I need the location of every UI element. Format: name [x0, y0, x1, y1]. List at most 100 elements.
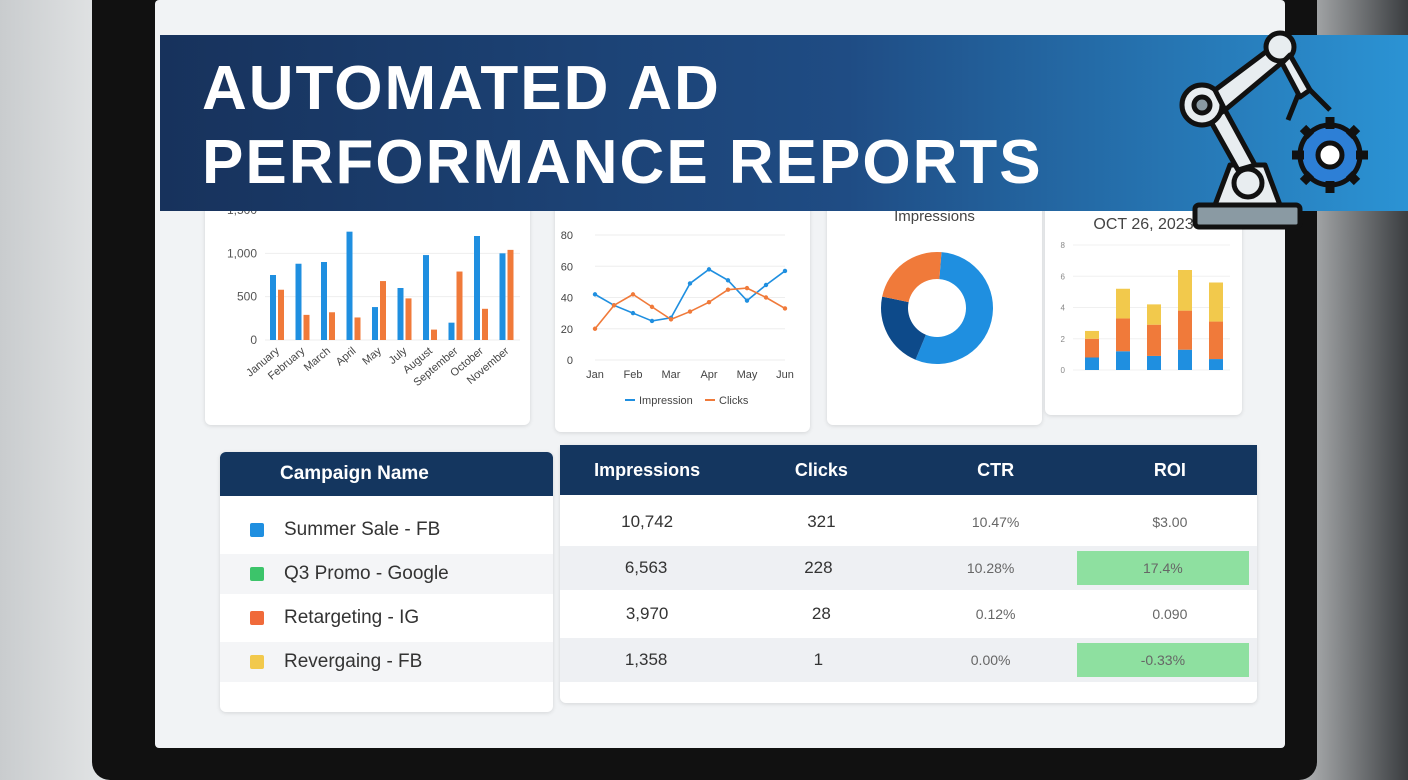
metrics-table-panel: Impressions Clicks CTR ROI 10,742 321 10.4…: [560, 445, 1257, 703]
stacked-bar-chart: 0 2 4 6 8: [1061, 241, 1230, 375]
table-row[interactable]: 1,358 1 0.00% -0.33%: [560, 638, 1257, 682]
bar: [405, 298, 412, 340]
data-point: [592, 292, 598, 297]
x-tick-label: Jan: [586, 369, 604, 381]
legend-label: Impression: [639, 395, 693, 407]
bar: [474, 236, 480, 340]
bar: [499, 253, 506, 340]
cell-roi: 17.4%: [1076, 551, 1249, 585]
header-impressions[interactable]: Impressions: [594, 459, 701, 480]
campaign-row[interactable]: Q3 Promo - Google: [220, 554, 553, 594]
campaign-row[interactable]: Retargeting - IG: [220, 598, 553, 638]
stacked-bar-segment: [1085, 357, 1099, 370]
y-tick-label: 20: [561, 324, 573, 336]
stacked-bar-segment: [1147, 324, 1161, 356]
y-tick-label: 8: [1061, 241, 1066, 250]
donut-chart-panel: Impressions: [827, 190, 1042, 425]
stacked-bar-segment: [1209, 282, 1223, 322]
y-tick-label: 2: [1061, 335, 1066, 344]
y-tick-label: 500: [237, 290, 257, 304]
data-point: [630, 310, 636, 316]
data-point: [782, 306, 788, 311]
header-clicks[interactable]: Clicks: [794, 459, 848, 480]
report-date: OCT 26, 2023: [1093, 216, 1194, 233]
x-tick-label: March: [302, 345, 333, 374]
data-point: [592, 326, 598, 331]
cell-roi: 0.090: [1152, 606, 1188, 622]
table-row[interactable]: 10,742 321 10.47% $3.00: [560, 500, 1257, 544]
cell-impressions: 6,563: [624, 558, 668, 577]
cell-ctr: 0.12%: [975, 606, 1016, 622]
cell-impressions: 3,970: [625, 604, 669, 623]
data-point: [706, 267, 712, 272]
y-tick-label: 80: [561, 230, 573, 242]
cell-clicks: 228: [804, 558, 833, 577]
cell-clicks: 1: [813, 650, 824, 669]
data-point: [630, 292, 636, 297]
bar: [507, 249, 514, 340]
data-point: [725, 287, 731, 292]
y-tick-label: 1,000: [227, 246, 257, 260]
data-point: [763, 282, 769, 288]
donut-slice: [915, 252, 993, 364]
data-point: [763, 295, 769, 300]
x-tick-label: Jun: [776, 369, 794, 381]
header-roi[interactable]: ROI: [1153, 459, 1186, 480]
campaign-row[interactable]: Revergaing - FB: [220, 642, 553, 682]
robot-arm-gear-icon: [1179, 30, 1368, 230]
stacked-bar-segment: [1116, 288, 1130, 319]
cell-roi: $3.00: [1152, 514, 1188, 530]
campaign-name: Retargeting - IG: [284, 607, 420, 628]
bar: [372, 307, 378, 340]
data-point: [649, 318, 655, 324]
header-ctr[interactable]: CTR: [977, 459, 1015, 480]
cell-ctr: 0.00%: [970, 652, 1011, 668]
campaign-row[interactable]: Summer Sale - FB: [220, 510, 553, 550]
stacked-bar-segment: [1178, 270, 1192, 311]
x-tick-label: Mar: [662, 369, 681, 381]
donut-title: Impressions: [894, 208, 975, 225]
bar-chart-panel: 05001,0001,500JanuaryFebruaryMarchAprilM…: [205, 185, 530, 425]
data-point: [611, 303, 617, 308]
y-tick-label: 40: [561, 293, 573, 305]
bar: [423, 255, 429, 340]
y-tick-label: 0: [250, 333, 257, 347]
stacked-bar-segment: [1147, 355, 1161, 370]
data-point: [725, 278, 731, 283]
table-row[interactable]: 3,970 28 0.12% 0.090: [560, 592, 1257, 636]
page-title: AUTOMATED AD PERFORMANCE REPORTS: [202, 52, 1043, 200]
bar: [295, 263, 302, 340]
stacked-bar-segment: [1147, 304, 1161, 325]
bar: [278, 289, 284, 340]
y-tick-label: 6: [1061, 272, 1066, 281]
bar: [303, 314, 310, 340]
data-point: [706, 299, 712, 305]
campaign-color-marker: [250, 611, 264, 625]
cell-impressions: 10,742: [621, 512, 674, 531]
bar: [380, 281, 386, 340]
campaign-color-marker: [250, 567, 264, 581]
cell-clicks: 28: [811, 604, 831, 623]
line-chart-panel: 0 20 40 60 80 Jan Feb Mar Apr May Jun Impression Cli…: [555, 190, 810, 432]
donut-slice: [882, 252, 942, 303]
data-point: [744, 285, 750, 291]
campaign-list-panel: Campaign Name Summer Sale - FB Q3 Promo -…: [220, 452, 553, 712]
title-line-2: PERFORMANCE REPORTS: [202, 128, 1043, 197]
x-tick-label: Apr: [700, 369, 717, 381]
stacked-bar-segment: [1085, 338, 1099, 358]
campaign-color-marker: [250, 655, 264, 669]
bar-chart: 05001,0001,500JanuaryFebruaryMarchAprilM…: [227, 203, 520, 389]
data-point: [687, 281, 693, 286]
cell-ctr: 10.47%: [971, 514, 1020, 530]
cell-ctr: 10.28%: [966, 560, 1015, 576]
bar: [321, 262, 327, 340]
bar: [448, 322, 455, 340]
table-row[interactable]: 6,563 228 10.28% 17.4%: [560, 546, 1257, 590]
stacked-bar-segment: [1085, 330, 1099, 339]
stacked-bar-segment: [1116, 351, 1130, 370]
campaign-header: Campaign Name: [220, 452, 553, 496]
campaign-name: Summer Sale - FB: [284, 519, 441, 540]
stacked-bar-segment: [1116, 318, 1130, 352]
campaign-name: Q3 Promo - Google: [284, 563, 449, 584]
stacked-bar-segment: [1209, 321, 1223, 360]
